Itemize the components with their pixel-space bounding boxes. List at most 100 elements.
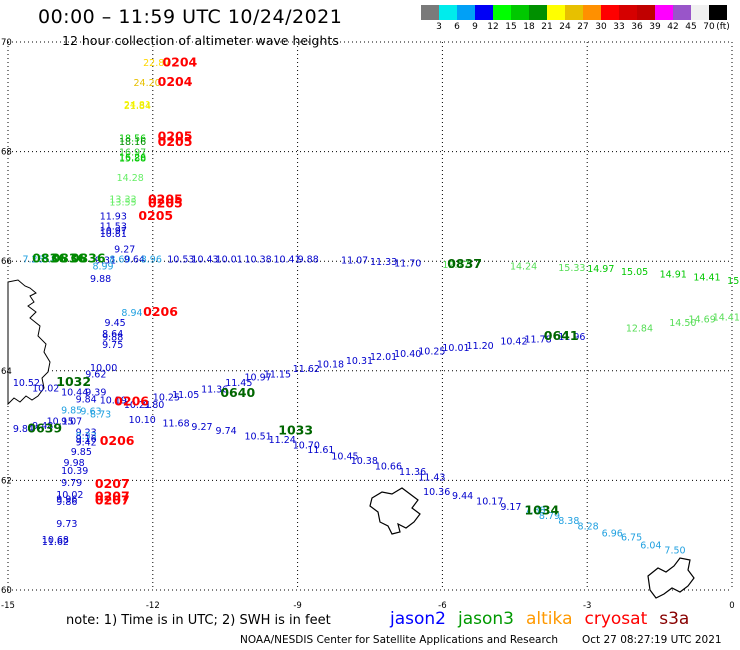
wave-height-value: 10.00 <box>90 363 117 374</box>
scale-swatch <box>493 5 511 20</box>
wave-height-value: 11.62 <box>42 537 69 548</box>
wave-height-value: 8.73 <box>90 409 111 420</box>
wave-height-value: 8.94 <box>121 308 142 319</box>
wave-height-value: 22.87 <box>143 58 170 69</box>
wave-height-value: 9.62 <box>85 369 106 380</box>
pass-time-labels: 0204020402050205020502050205083608360836… <box>27 55 578 518</box>
wave-height-value: 16.97 <box>119 147 146 158</box>
lat-tick-label: 64 <box>1 367 12 377</box>
wave-height-value: 10.41 <box>273 254 300 265</box>
wave-height-value: 10.97 <box>100 226 127 237</box>
wave-height-value: 10.36 <box>423 487 450 498</box>
wave-height-value: 11.78 <box>524 334 551 345</box>
shetland-islands <box>647 557 695 599</box>
wave-height-value: 10.39 <box>61 466 88 477</box>
pass-time: 0204 <box>162 55 197 70</box>
satellite-legend: jason2 jason3 altika cryosat s3a <box>390 609 701 629</box>
pass-time: 0641 <box>544 328 579 343</box>
scale-label: 9 <box>472 22 478 32</box>
wave-height-value: 9.39 <box>85 387 106 398</box>
scale-label: 36 <box>631 22 643 32</box>
lon-tick-label: -9 <box>293 601 301 611</box>
scale-label: 24 <box>559 22 571 32</box>
wave-height-value: 15.03 <box>727 276 740 287</box>
wave-height-value: 9.84 <box>76 395 97 406</box>
wave-height-value: 9.63 <box>80 407 101 418</box>
wave-height-value: 14.41 <box>713 312 740 323</box>
lon-tick-label: -3 <box>583 601 591 611</box>
wave-height-value: 14.41 <box>693 272 720 283</box>
map-grid <box>7 41 733 591</box>
wave-height-value: 9.07 <box>61 417 82 428</box>
wave-height-value: 9.88 <box>102 333 123 344</box>
scale-swatch <box>529 5 547 20</box>
wave-height-value: 10.19 <box>100 396 127 407</box>
pass-time: 0206 <box>114 393 149 408</box>
wave-height-value: 9.17 <box>500 502 521 513</box>
wave-height-value: 14.91 <box>660 270 687 281</box>
wave-height-value: 9.27 <box>114 244 135 255</box>
scale-swatch <box>601 5 619 20</box>
wave-height-value: 9.80 <box>143 400 164 411</box>
pass-time: 0205 <box>138 208 173 223</box>
wave-height-value: 10.01 <box>216 254 243 265</box>
wave-height-value: 10.68 <box>42 535 69 546</box>
wave-height-value: 10.81 <box>100 229 127 240</box>
wave-height-value: 9.45 <box>105 318 126 329</box>
scale-swatch <box>637 5 655 20</box>
wave-height-value: 9.75 <box>102 340 123 351</box>
lon-tick-label: -12 <box>146 601 160 611</box>
wave-height-value: 10.25 <box>153 392 180 403</box>
pass-time: 0207 <box>95 493 130 508</box>
wave-height-value: 8.64 <box>102 329 123 340</box>
wave-height-value: 15.05 <box>621 267 648 278</box>
scale-swatch <box>619 5 637 20</box>
scale-swatch <box>709 5 727 20</box>
scale-swatch <box>583 5 601 20</box>
wave-height-value: 11.07 <box>341 255 368 266</box>
wave-height-value: 9.86 <box>56 497 77 508</box>
wave-height-value: 10.53 <box>167 254 194 265</box>
wave-height-value: 9.48 <box>32 421 53 432</box>
wave-height-value: 24.81 <box>124 100 151 111</box>
footer-credit: NOAA/NESDIS Center for Satellite Applica… <box>240 634 558 646</box>
scale-label: 39 <box>649 22 661 32</box>
wave-height-value: 6.96 <box>602 528 623 539</box>
wave-height-value: 10.38 <box>245 254 272 265</box>
wave-height-value: 10.45 <box>331 452 358 463</box>
satellite-legend-item: altika <box>526 609 573 629</box>
wave-height-value: 14.28 <box>117 173 144 184</box>
wave-height-value: 21.84 <box>124 101 151 112</box>
pass-time: 0204 <box>158 74 193 89</box>
scale-label: 42 <box>667 22 679 32</box>
wave-height-value: 9.31 <box>95 255 116 266</box>
wave-height-value: 9.27 <box>191 422 212 433</box>
page-subtitle: 12 hour collection of altimeter wave hei… <box>62 33 339 48</box>
scale-label: 45 <box>685 22 697 32</box>
pass-time: 1034 <box>524 502 559 517</box>
wave-height-value: 11.45 <box>225 378 252 389</box>
wave-height-value: 11.20 <box>467 341 494 352</box>
scale-swatch <box>457 5 475 20</box>
scale-swatch <box>565 5 583 20</box>
lat-tick-label: 68 <box>1 148 12 158</box>
pass-time: 0206 <box>100 433 135 448</box>
wave-height-value: 11.33 <box>370 257 397 268</box>
wave-height-value: 10.17 <box>476 497 503 508</box>
pass-time: 0206 <box>143 304 178 319</box>
pass-time: 0837 <box>447 256 482 271</box>
wave-height-value: 18.56 <box>119 134 146 145</box>
wave-height-value: 9.16 <box>76 434 97 445</box>
wave-height-value: 12.01 <box>370 352 397 363</box>
scale-label: 6 <box>454 22 460 32</box>
scale-swatch <box>673 5 691 20</box>
scale-label: 33 <box>613 22 625 32</box>
wave-height-value: 8.28 <box>578 522 599 533</box>
wave-height-value: 8.8 <box>42 254 57 265</box>
scale-swatch <box>439 5 457 20</box>
wave-height-value: 8.38 <box>558 516 579 527</box>
footer-date: Oct 27 08:27:19 UTC 2021 <box>582 634 722 646</box>
wave-height-value: 10.21 <box>124 400 151 411</box>
lat-tick-label: 60 <box>1 586 12 596</box>
